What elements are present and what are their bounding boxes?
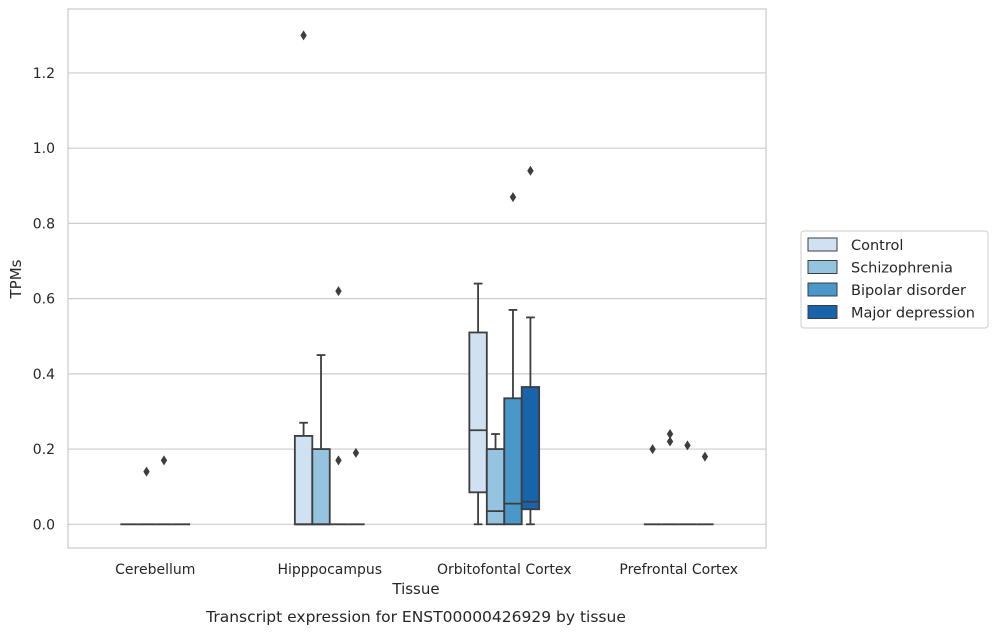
legend-label: Control	[851, 238, 903, 254]
box-mark	[520, 165, 541, 526]
box-mark	[311, 354, 331, 526]
x-tick-label: Cerebellum	[115, 562, 195, 578]
series-schizophrenia	[137, 354, 679, 526]
box-iqr	[485, 448, 506, 526]
y-tick-label: 1.0	[33, 141, 55, 157]
y-tick-label: 0.0	[33, 517, 55, 533]
box-mark	[696, 451, 714, 526]
box-series	[120, 30, 714, 526]
outlier-point	[527, 165, 534, 176]
box-mark	[293, 30, 314, 526]
outlier-point	[666, 436, 674, 447]
outlier-point	[509, 192, 517, 203]
legend: Control Schizophrenia Bipolar disorder Majo…	[800, 230, 989, 329]
legend-swatch	[807, 260, 838, 274]
gridlines	[68, 72, 766, 525]
legend-item: Major depression	[807, 305, 975, 322]
plot-area-frame	[67, 8, 767, 549]
series-bipolar-disorder	[155, 192, 697, 526]
box-iqr	[468, 331, 488, 494]
box-iqr	[311, 448, 331, 526]
box-mark	[468, 282, 488, 526]
box-mark	[347, 447, 365, 526]
box-mark	[155, 455, 173, 526]
legend-item: Schizophrenia	[807, 260, 953, 277]
x-tick-labels: Cerebellum Hipppocampus Orbitofontal Corte…	[115, 562, 738, 578]
outlier-point	[335, 286, 342, 297]
legend-item: Control	[807, 237, 903, 254]
legend-swatch	[807, 282, 838, 297]
legend-frame	[800, 230, 989, 329]
y-tick-label: 1.2	[33, 66, 55, 82]
box-iqr	[293, 435, 314, 526]
outlier-point	[160, 455, 168, 466]
y-tick-label: 0.6	[33, 292, 55, 308]
y-tick-label: 0.8	[33, 216, 55, 232]
y-axis-label: TPMs	[7, 259, 25, 299]
box-mark	[661, 429, 679, 526]
box-iqr	[503, 397, 523, 526]
outlier-point	[684, 440, 691, 451]
outlier-point	[649, 444, 656, 455]
outlier-point	[701, 451, 709, 462]
outlier-point	[143, 466, 150, 477]
x-tick-label: Prefrontal Cortex	[619, 562, 738, 578]
x-tick-label: Hipppocampus	[277, 562, 382, 578]
box-mark	[643, 444, 662, 526]
box-mark	[329, 286, 348, 526]
legend-label: Bipolar disorder	[851, 283, 966, 299]
box-iqr	[520, 386, 541, 511]
box-mark	[503, 192, 523, 526]
box-mark	[678, 440, 697, 526]
series-major-depression	[172, 165, 714, 526]
x-axis-label: Tissue	[391, 580, 439, 598]
y-tick-labels: 0.0 0.2 0.4 0.6 0.8 1.0 1.2	[33, 66, 55, 533]
legend-label: Major depression	[851, 306, 975, 322]
box-mark	[485, 433, 506, 526]
legend-swatch	[807, 237, 838, 252]
outlier-point	[666, 429, 674, 440]
box-mark	[137, 466, 156, 526]
outlier-point	[300, 30, 307, 41]
x-tick-label: Orbitofontal Cortex	[437, 562, 572, 578]
series-control	[120, 30, 662, 526]
y-tick-label: 0.2	[33, 442, 55, 458]
legend-swatch	[807, 305, 838, 319]
y-tick-label: 0.4	[33, 367, 55, 383]
outlier-point	[352, 447, 360, 458]
outlier-point	[335, 455, 342, 466]
legend-label: Schizophrenia	[851, 261, 953, 277]
chart-caption: Transcript expression for ENST0000042692…	[205, 608, 626, 626]
legend-item: Bipolar disorder	[807, 282, 966, 299]
